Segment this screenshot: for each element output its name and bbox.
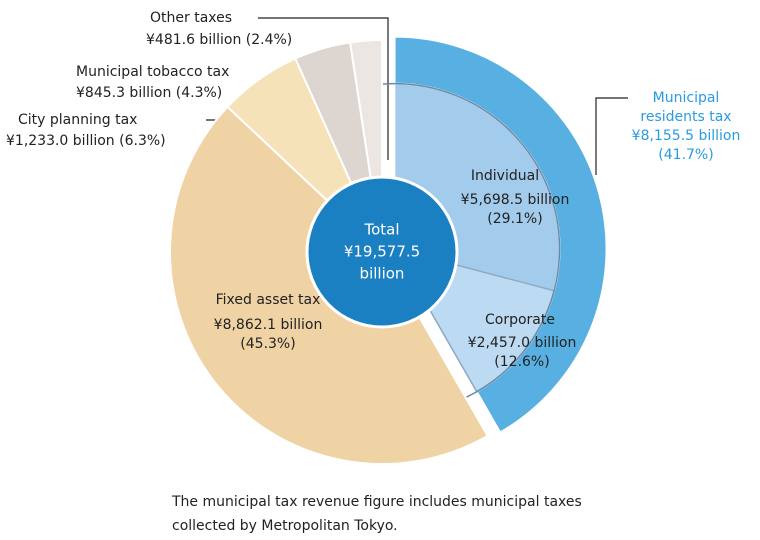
slice-label: ¥8,155.5 billion (41.7%) bbox=[632, 128, 741, 163]
slice-label: City planning tax bbox=[18, 112, 137, 128]
slice-label: Other taxes bbox=[150, 10, 232, 26]
slice-label: ¥481.6 billion (2.4%) bbox=[146, 32, 292, 48]
slice-label: ¥8,862.1 billion (45.3%) bbox=[214, 317, 323, 352]
slice-label: ¥1,233.0 billion (6.3%) bbox=[6, 133, 166, 149]
center-disc bbox=[305, 175, 459, 329]
slice-label: ¥845.3 billion (4.3%) bbox=[76, 85, 222, 101]
center-label: billion bbox=[360, 265, 405, 283]
slice-label: Fixed asset tax bbox=[216, 292, 321, 308]
slice-label: Municipal residents tax bbox=[640, 90, 731, 125]
footnote: The municipal tax revenue figure include… bbox=[171, 494, 582, 534]
center-label: ¥19,577.5 bbox=[344, 243, 420, 261]
slice-label: Corporate bbox=[485, 312, 555, 328]
slice-label: ¥2,457.0 billion (12.6%) bbox=[468, 335, 577, 370]
slice-label: Individual bbox=[471, 168, 539, 184]
center-label: Total bbox=[363, 221, 399, 239]
slice-label: Municipal tobacco tax bbox=[76, 64, 229, 80]
slice-label: ¥5,698.5 billion (29.1%) bbox=[461, 192, 570, 227]
